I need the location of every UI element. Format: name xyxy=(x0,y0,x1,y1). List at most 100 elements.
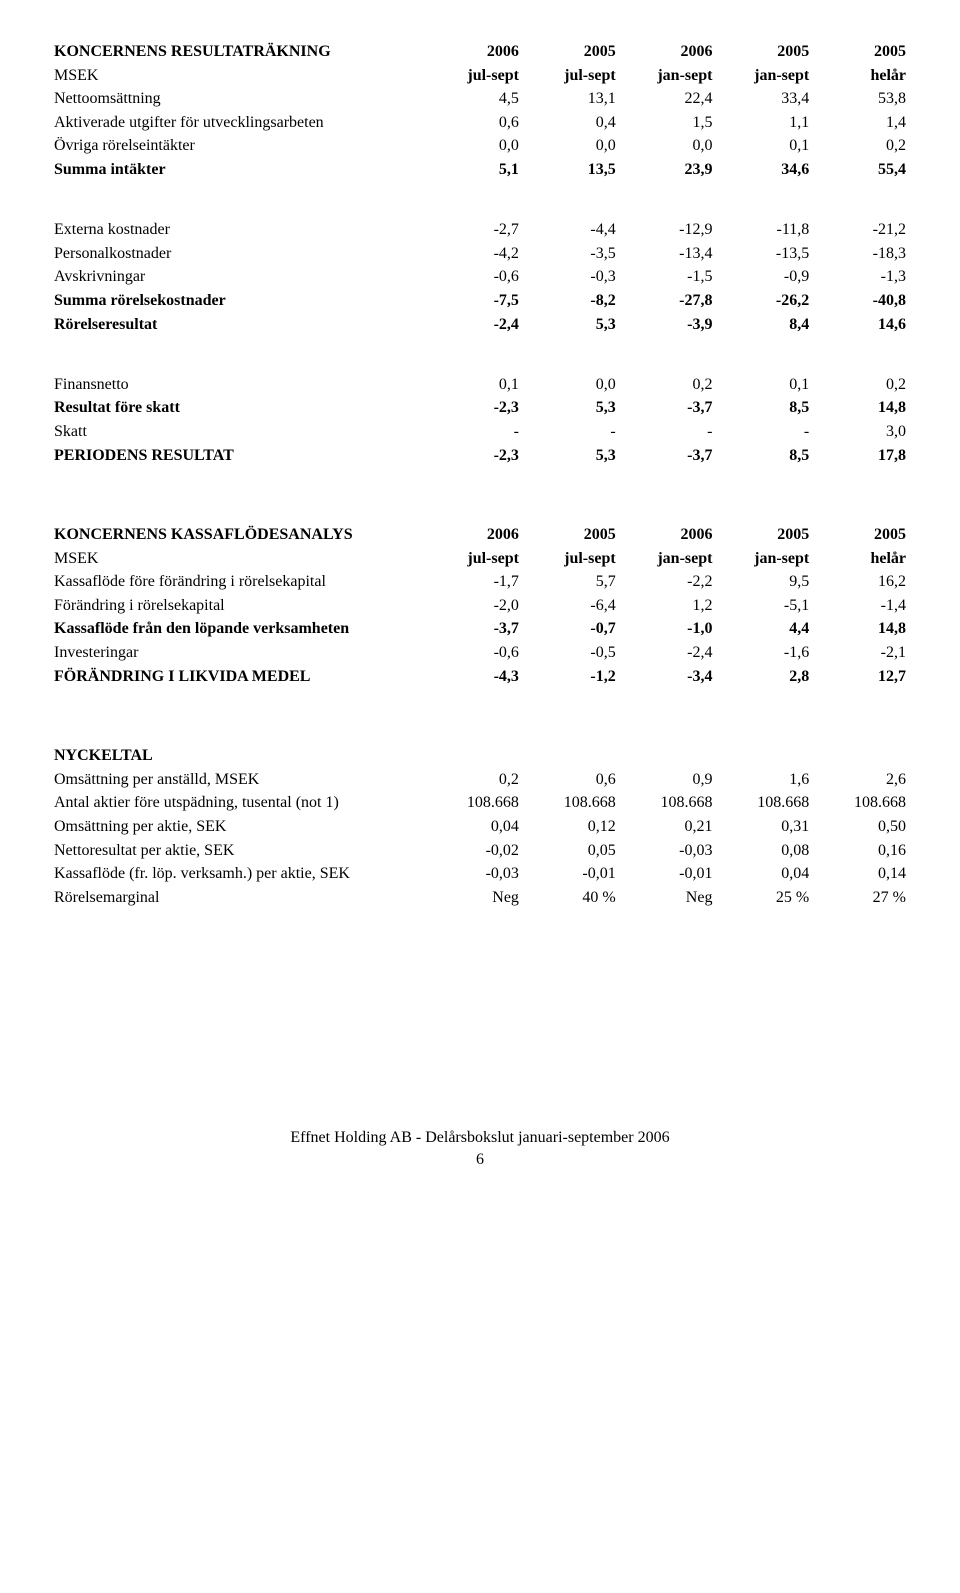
table-row: Finansnetto0,10,00,20,10,2 xyxy=(48,373,912,397)
table-row: Nettoresultat per aktie, SEK-0,020,05-0,… xyxy=(48,839,912,863)
cell-value: -1,3 xyxy=(815,265,912,289)
cell-value: -2,3 xyxy=(428,444,525,468)
cell-value: -0,01 xyxy=(525,862,622,886)
row-label: Övriga rörelseintäkter xyxy=(48,134,428,158)
cell-value: 5,3 xyxy=(525,396,622,420)
cell-value: - xyxy=(622,420,719,444)
col-header: 2005 xyxy=(718,40,815,64)
table-row: Övriga rörelseintäkter0,00,00,00,10,2 xyxy=(48,134,912,158)
cell-value: 0,05 xyxy=(525,839,622,863)
cell-value: 13,1 xyxy=(525,87,622,111)
cell-value: 53,8 xyxy=(815,87,912,111)
cell-value: Neg xyxy=(622,886,719,910)
row-label: Summa rörelsekostnader xyxy=(48,289,428,313)
cell-value: -1,0 xyxy=(622,617,719,641)
cell-value: -4,4 xyxy=(525,218,622,242)
cell-value: 0,14 xyxy=(815,862,912,886)
cell-value: 0,16 xyxy=(815,839,912,863)
col-header: 2006 xyxy=(622,523,719,547)
cell-value: -21,2 xyxy=(815,218,912,242)
cell-value: -11,8 xyxy=(718,218,815,242)
row-label: Nettoresultat per aktie, SEK xyxy=(48,839,428,863)
row-label: Skatt xyxy=(48,420,428,444)
cell-value: -3,7 xyxy=(622,444,719,468)
cell-value: -2,3 xyxy=(428,396,525,420)
table-row: Antal aktier före utspädning, tusental (… xyxy=(48,791,912,815)
cell-value: -26,2 xyxy=(718,289,815,313)
table-row: Omsättning per aktie, SEK0,040,120,210,3… xyxy=(48,815,912,839)
table-row: Externa kostnader-2,7-4,4-12,9-11,8-21,2 xyxy=(48,218,912,242)
row-label: Finansnetto xyxy=(48,373,428,397)
cell-value: 1,6 xyxy=(718,768,815,792)
cell-value: 0,1 xyxy=(718,134,815,158)
cell-value: 0,6 xyxy=(525,768,622,792)
col-header: jul-sept xyxy=(525,547,622,571)
table2-subtitle: MSEK xyxy=(48,547,428,571)
table-row: Personalkostnader-4,2-3,5-13,4-13,5-18,3 xyxy=(48,242,912,266)
col-header: 2006 xyxy=(622,40,719,64)
cell-value: 108.668 xyxy=(815,791,912,815)
row-label: Omsättning per aktie, SEK xyxy=(48,815,428,839)
col-header: 2006 xyxy=(428,40,525,64)
cell-value: - xyxy=(428,420,525,444)
col-header: jan-sept xyxy=(718,547,815,571)
cell-value: 0,0 xyxy=(622,134,719,158)
cell-value: 22,4 xyxy=(622,87,719,111)
cell-value: 16,2 xyxy=(815,570,912,594)
cell-value: 8,4 xyxy=(718,313,815,337)
col-header: jul-sept xyxy=(525,64,622,88)
cell-value: -2,0 xyxy=(428,594,525,618)
cell-value: -6,4 xyxy=(525,594,622,618)
cell-value: -40,8 xyxy=(815,289,912,313)
cell-value: -0,7 xyxy=(525,617,622,641)
cell-value: -3,5 xyxy=(525,242,622,266)
cell-value: -0,03 xyxy=(428,862,525,886)
row-label: Rörelsemarginal xyxy=(48,886,428,910)
row-label: Kassaflöde från den löpande verksamheten xyxy=(48,617,428,641)
cell-value: 0,2 xyxy=(815,373,912,397)
cell-value: 0,21 xyxy=(622,815,719,839)
cell-value: 108.668 xyxy=(718,791,815,815)
col-header: 2005 xyxy=(815,523,912,547)
cell-value: 0,2 xyxy=(622,373,719,397)
key-figures-table: NYCKELTAL Omsättning per anställd, MSEK0… xyxy=(48,744,912,909)
row-label: PERIODENS RESULTAT xyxy=(48,444,428,468)
cell-value: -2,4 xyxy=(622,641,719,665)
row-label: Antal aktier före utspädning, tusental (… xyxy=(48,791,428,815)
cell-value: 5,3 xyxy=(525,444,622,468)
cell-value: 0,04 xyxy=(718,862,815,886)
col-header: jul-sept xyxy=(428,64,525,88)
cell-value: -0,02 xyxy=(428,839,525,863)
cell-value: 0,31 xyxy=(718,815,815,839)
table-row: Aktiverade utgifter för utvecklingsarbet… xyxy=(48,111,912,135)
cell-value: 27 % xyxy=(815,886,912,910)
col-header: jul-sept xyxy=(428,547,525,571)
table-row: Summa intäkter5,113,523,934,655,4 xyxy=(48,158,912,182)
table1-title: KONCERNENS RESULTATRÄKNING xyxy=(48,40,428,64)
cell-value: -0,03 xyxy=(622,839,719,863)
cell-value: 0,2 xyxy=(815,134,912,158)
row-label: Personalkostnader xyxy=(48,242,428,266)
cell-value: 1,1 xyxy=(718,111,815,135)
cell-value: 0,4 xyxy=(525,111,622,135)
col-header: helår xyxy=(815,64,912,88)
table-row: Omsättning per anställd, MSEK0,20,60,91,… xyxy=(48,768,912,792)
cell-value: 0,50 xyxy=(815,815,912,839)
cell-value: -13,4 xyxy=(622,242,719,266)
row-label: Summa intäkter xyxy=(48,158,428,182)
cell-value: -0,6 xyxy=(428,641,525,665)
cell-value: 0,1 xyxy=(428,373,525,397)
page-number: 6 xyxy=(48,1151,912,1169)
cell-value: -13,5 xyxy=(718,242,815,266)
cell-value: -2,4 xyxy=(428,313,525,337)
table2-title: KONCERNENS KASSAFLÖDESANALYS xyxy=(48,523,428,547)
table-row: Rörelseresultat-2,45,3-3,98,414,6 xyxy=(48,313,912,337)
cell-value: -1,2 xyxy=(525,665,622,689)
cell-value: 9,5 xyxy=(718,570,815,594)
table1-subtitle: MSEK xyxy=(48,64,428,88)
cell-value: 14,8 xyxy=(815,396,912,420)
row-label: Nettoomsättning xyxy=(48,87,428,111)
table-row: Förändring i rörelsekapital-2,0-6,41,2-5… xyxy=(48,594,912,618)
cell-value: -1,7 xyxy=(428,570,525,594)
table-row xyxy=(48,336,912,373)
